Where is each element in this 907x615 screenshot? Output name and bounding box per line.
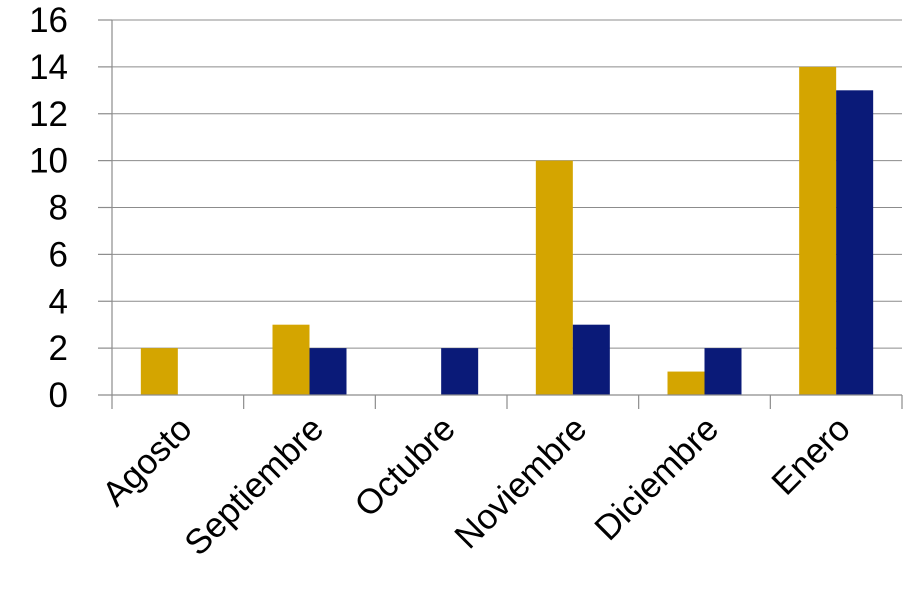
bar-septiembre-series-1 [272,324,310,395]
y-tick-label: 2 [49,329,68,368]
gridlines [112,19,902,349]
axes [98,19,903,409]
bar-septiembre-series-2 [309,348,347,395]
x-category-label-septiembre: Septiembre [177,409,331,563]
x-category-label-enero: Enero [764,409,858,503]
y-tick-label: 10 [29,142,68,181]
bar-enero-series-1 [799,66,837,395]
bar-diciembre-series-2 [704,348,742,395]
bar-agosto-series-1 [140,348,178,395]
y-tick-label: 8 [49,189,68,228]
y-tick-label: 12 [29,95,68,134]
bar-diciembre-series-1 [667,371,705,395]
bar-enero-series-2 [836,90,874,395]
y-tick-label: 0 [49,376,68,415]
x-category-label-diciembre: Diciembre [587,409,726,548]
x-category-label-agosto: Agosto [95,409,200,514]
x-category-label-octubre: Octubre [347,409,463,525]
x-category-label-noviembre: Noviembre [447,409,594,556]
bar-noviembre-series-2 [572,324,610,395]
y-tick-label: 4 [49,282,68,321]
y-tick-label: 6 [49,235,68,274]
bar-octubre-series-2 [441,348,479,395]
y-tick-label: 16 [29,1,68,40]
bar-noviembre-series-1 [535,160,573,395]
bars [140,66,874,395]
y-tick-label: 14 [29,48,68,87]
